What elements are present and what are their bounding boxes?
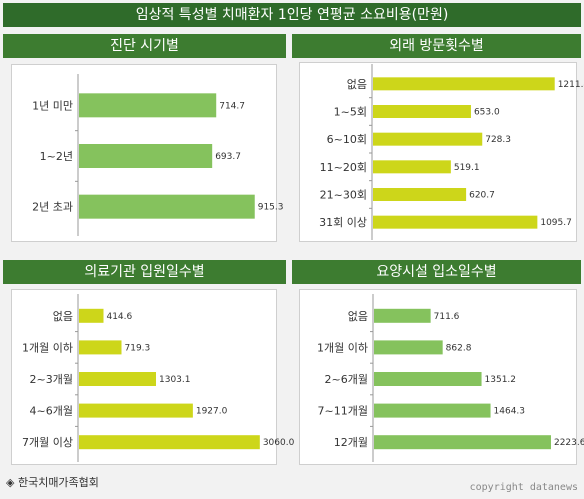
category-label: 1개월 이하 [22, 340, 73, 354]
value-label: 1211.4 [558, 80, 584, 90]
bar [79, 308, 104, 323]
panel-box-outpatient [299, 62, 577, 242]
panel-title-outpatient: 외래 방문횟수별 [292, 34, 581, 58]
panel-title-diagnosis: 진단 시기별 [3, 34, 286, 58]
category-label: 12개월 [334, 436, 368, 449]
bar [373, 132, 483, 146]
value-label: 1927.0 [196, 407, 228, 417]
category-label: 2~6개월 [325, 373, 368, 386]
value-label: 620.7 [469, 191, 495, 201]
panel-title-hospitalization: 의료기관 입원일수별 [3, 260, 286, 284]
page-title: 임상적 특성별 치매환자 1인당 연평균 소요비용(만원) [3, 3, 581, 27]
category-label: 7개월 이상 [22, 436, 73, 449]
bar [79, 403, 193, 418]
value-label: 915.3 [258, 203, 284, 213]
category-label: 1년 미만 [32, 99, 73, 112]
value-label: 862.8 [446, 343, 472, 353]
value-label: 519.1 [454, 163, 480, 173]
category-label: 1개월 이하 [317, 340, 368, 354]
category-label: 7~11개월 [318, 405, 368, 418]
bar [374, 403, 491, 418]
value-label: 714.7 [219, 101, 245, 111]
category-label: 4~6개월 [30, 405, 73, 418]
panel-title-nursing: 요양시설 입소일수별 [292, 260, 581, 284]
category-label: 없음 [53, 310, 73, 323]
category-label: 없음 [347, 78, 367, 91]
value-label: 693.7 [215, 152, 241, 162]
bar [374, 340, 443, 355]
bar [79, 435, 260, 450]
value-label: 1351.2 [485, 375, 517, 385]
value-label: 1095.7 [540, 218, 572, 228]
bar [374, 372, 482, 386]
bar [373, 215, 538, 229]
bar [79, 194, 255, 219]
bar [79, 340, 122, 355]
value-label: 711.6 [434, 312, 460, 322]
value-label: 653.0 [474, 108, 500, 118]
bar [373, 77, 555, 91]
category-label: 1~5회 [334, 106, 367, 119]
category-label: 21~30회 [320, 189, 367, 202]
value-label: 1464.3 [494, 407, 526, 417]
category-label: 2~3개월 [30, 373, 73, 386]
bar [79, 372, 157, 386]
bar [374, 435, 551, 450]
category-label: 6~10회 [327, 133, 367, 146]
category-label: 없음 [348, 310, 368, 323]
category-label: 2년 초과 [32, 201, 73, 214]
bar [374, 308, 431, 323]
value-label: 728.3 [485, 135, 511, 145]
bar [373, 188, 467, 201]
value-label: 1303.1 [159, 375, 191, 385]
value-label: 719.3 [125, 343, 151, 353]
bar [79, 93, 217, 118]
value-label: 3060.0 [263, 438, 295, 448]
category-label: 31회 이상 [319, 216, 367, 229]
bar [79, 144, 213, 168]
value-label: 414.6 [106, 312, 132, 322]
category-label: 1~2년 [40, 150, 73, 163]
value-label: 2223.6 [554, 438, 584, 448]
source-label: ◈ 한국치매가족협회 [6, 476, 99, 489]
copyright-label: copyright datanews [469, 482, 578, 493]
bar [373, 160, 451, 174]
bar [373, 105, 471, 118]
category-label: 11~20회 [320, 161, 367, 174]
